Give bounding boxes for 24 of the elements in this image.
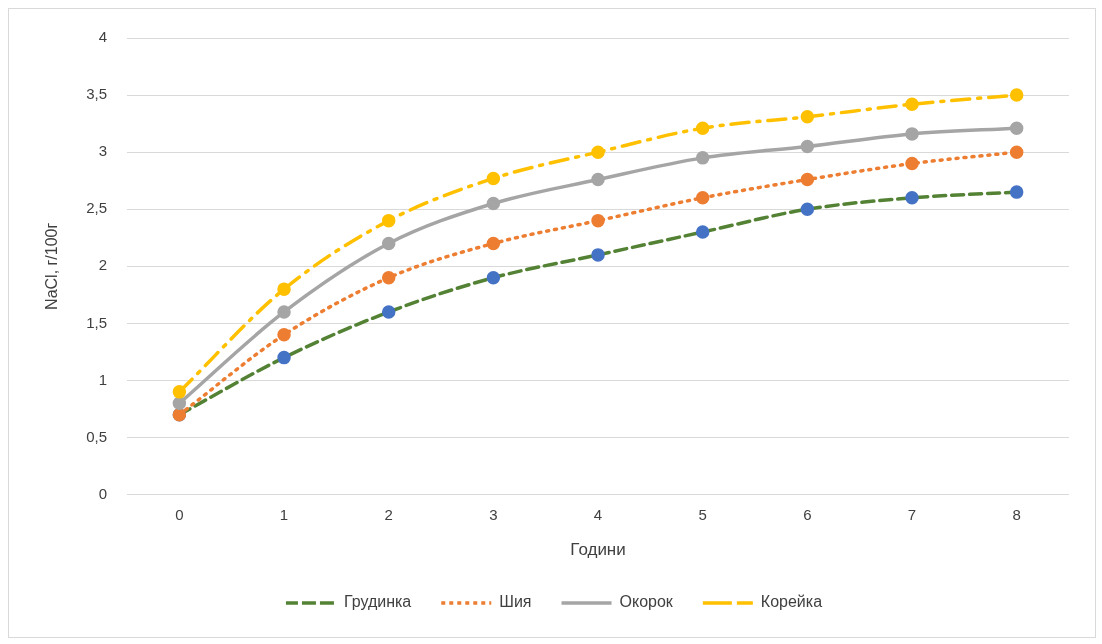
legend-label: Окорок <box>619 593 674 611</box>
legend-label: Шия <box>499 593 532 611</box>
y-tick-label: 2,5 <box>86 199 108 217</box>
y-tick-label: 0 <box>98 484 108 502</box>
y-tick-label: 2 <box>98 256 108 274</box>
y-tick-label: 3,5 <box>86 85 108 103</box>
y-tick-label: 0,5 <box>86 427 108 445</box>
legend-label: Корейка <box>760 593 823 611</box>
x-tick-label: 4 <box>593 505 603 523</box>
y-tick-label: 1 <box>98 370 108 388</box>
x-tick-label: 8 <box>1012 505 1021 523</box>
x-tick-label: 2 <box>384 505 393 523</box>
x-tick-label: 0 <box>175 505 184 523</box>
x-tick-label: 6 <box>803 505 812 523</box>
x-tick-label: 1 <box>279 505 289 523</box>
x-tick-label: 7 <box>907 505 917 523</box>
y-tick-label: 3 <box>98 142 108 160</box>
y-axis-title: NaCl, г/100г <box>43 222 61 310</box>
y-tick-label: 4 <box>98 28 108 46</box>
legend-label: Грудинка <box>343 593 412 611</box>
x-tick-label: 3 <box>489 505 498 523</box>
y-tick-label: 1,5 <box>86 313 108 331</box>
x-axis-title: Години <box>570 540 626 560</box>
x-tick-label: 5 <box>698 505 707 523</box>
